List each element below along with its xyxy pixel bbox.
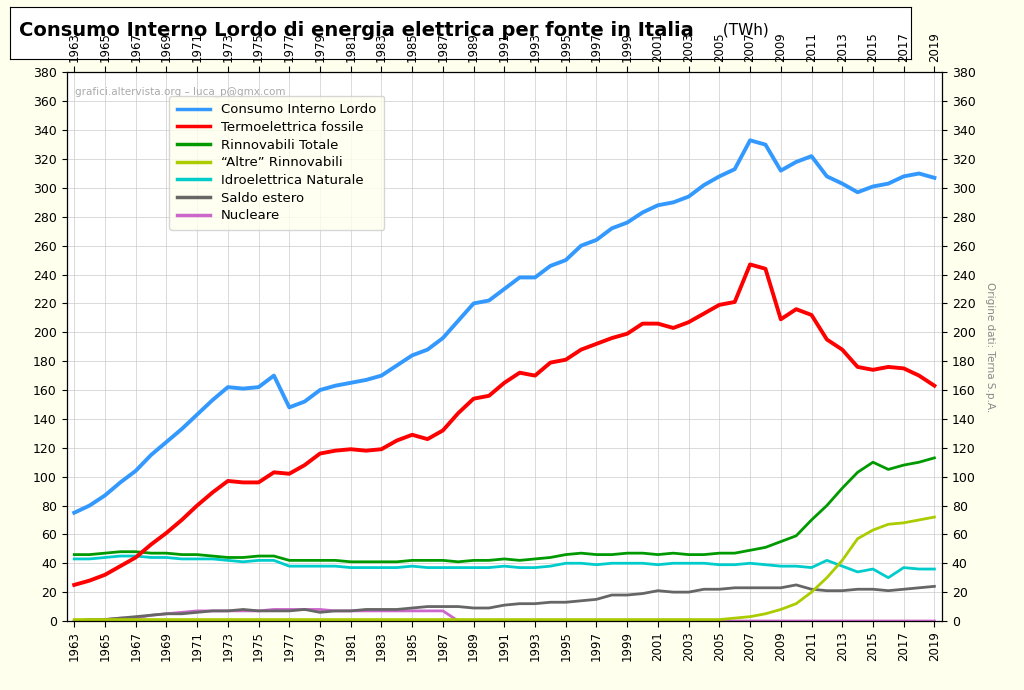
Text: Consumo Interno Lordo di energia elettrica per fonte in Italia: Consumo Interno Lordo di energia elettri…: [19, 21, 694, 40]
Text: grafici.altervista.org – luca_p@gmx.com: grafici.altervista.org – luca_p@gmx.com: [76, 86, 286, 97]
Y-axis label: Origine dati: Terna S.p.A.: Origine dati: Terna S.p.A.: [985, 282, 995, 412]
Text: (TWh): (TWh): [718, 23, 768, 38]
Legend: Consumo Interno Lordo, Termoelettrica fossile, Rinnovabili Totale, “Altre” Rinno: Consumo Interno Lordo, Termoelettrica fo…: [169, 95, 384, 230]
